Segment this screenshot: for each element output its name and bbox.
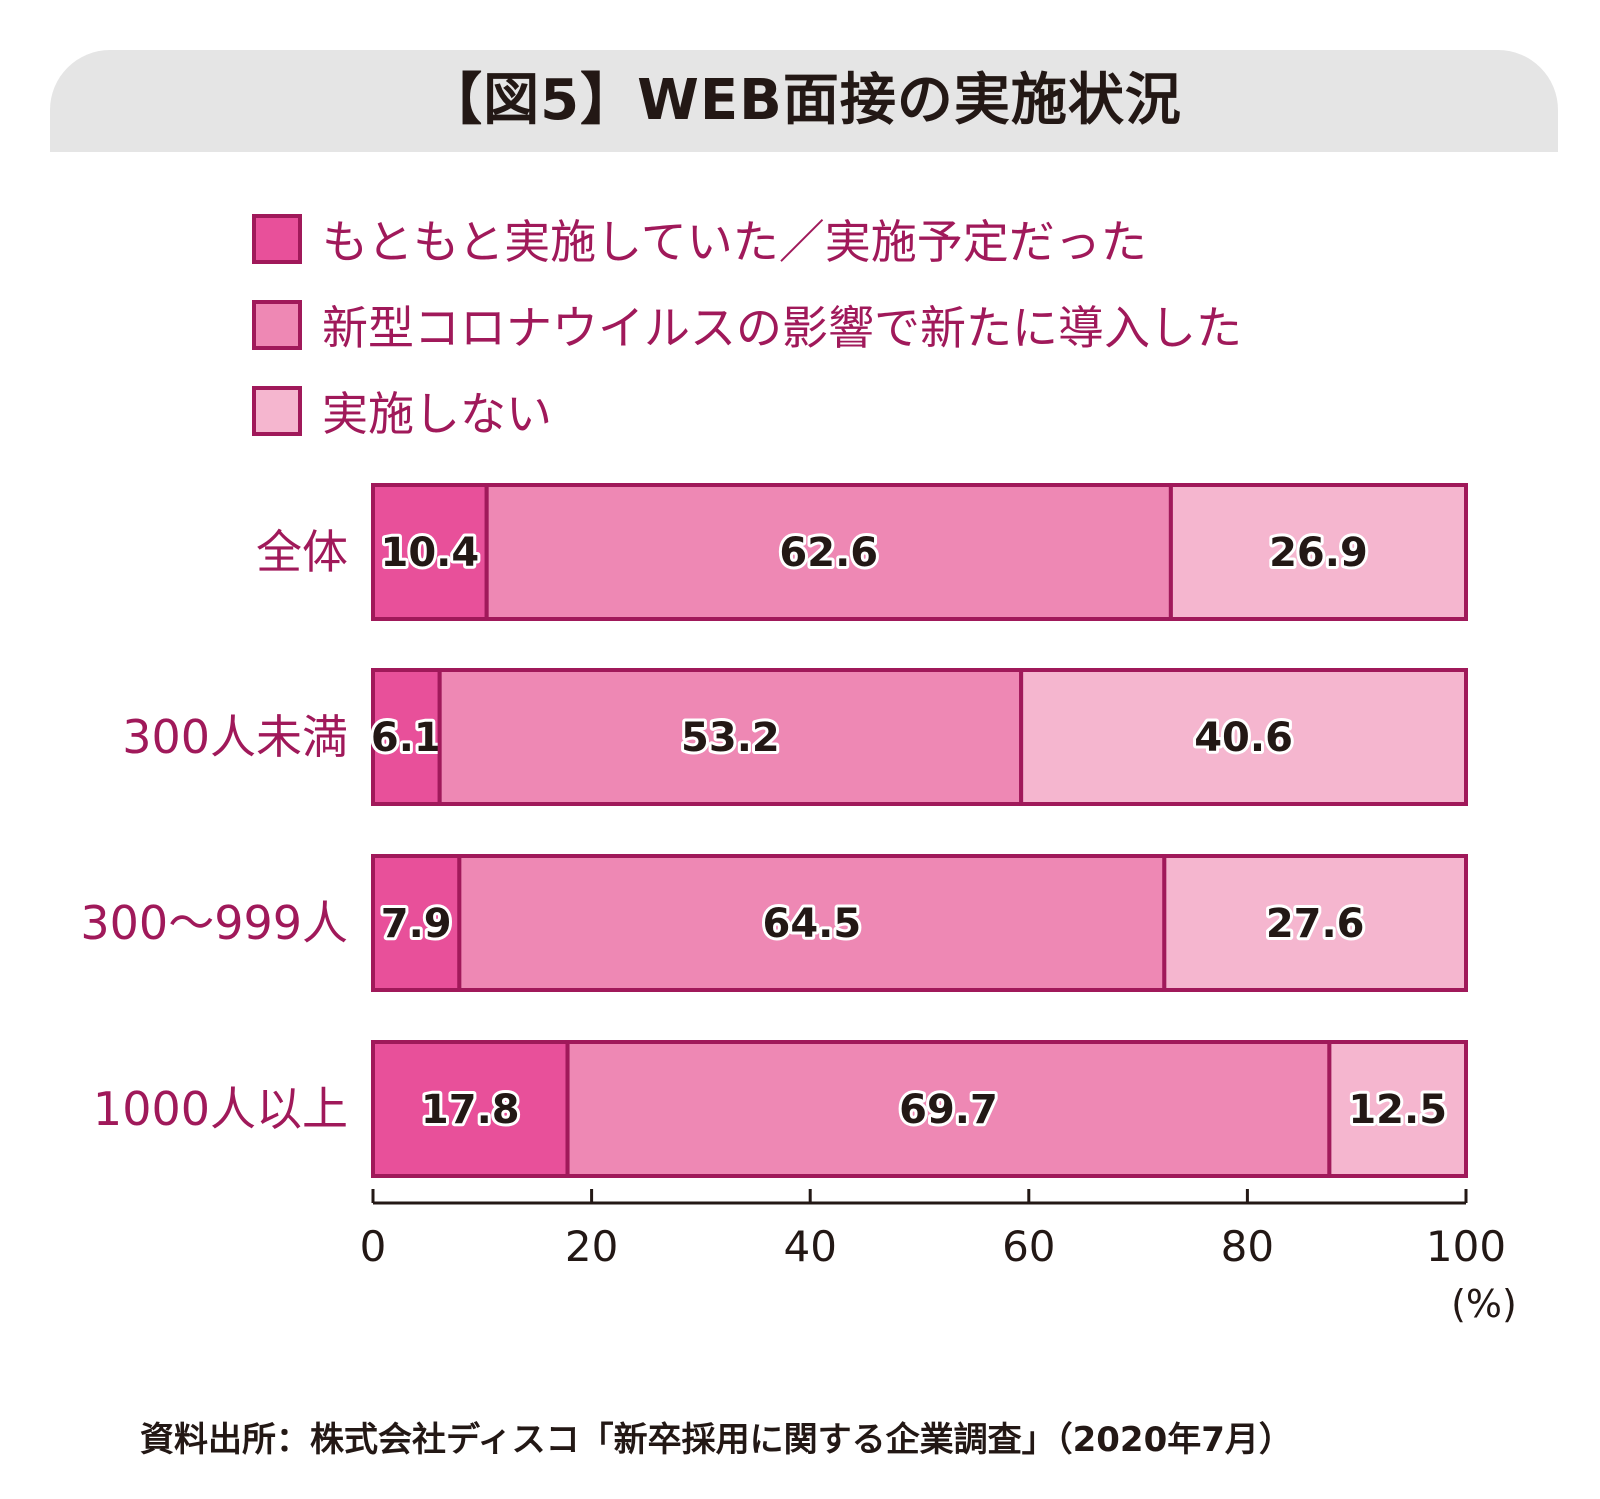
stacked-bar-chart: 全体 10.4 62.6 26.9 300人未満 6.1 53.2 40.6 300～999人 7… <box>80 483 1517 1326</box>
legend-swatch-existing <box>252 214 302 264</box>
x-axis-unit: (%) <box>1451 1282 1517 1326</box>
data-label: 6.1 <box>371 715 442 761</box>
bar-segment <box>1019 668 1468 806</box>
source-note: 資料出所：株式会社ディスコ「新卒採用に関する企業調査」（2020年7月） <box>140 1420 1293 1460</box>
bar-segment <box>1162 854 1469 992</box>
bar-segment <box>484 483 1173 621</box>
data-label: 64.5 <box>762 901 861 947</box>
data-label: 62.6 <box>779 530 878 576</box>
bar-segment <box>371 483 489 621</box>
legend-label-none: 実施しない <box>322 387 552 441</box>
bar-segment <box>1168 483 1468 621</box>
legend-swatch-none <box>252 386 302 436</box>
category-label: 全体 <box>256 525 348 579</box>
bar-segment <box>371 854 462 992</box>
x-tick-label: 60 <box>1002 1222 1055 1271</box>
x-tick-label: 100 <box>1426 1222 1506 1271</box>
data-label: 40.6 <box>1194 715 1293 761</box>
data-label: 17.8 <box>421 1087 520 1133</box>
legend-label-new: 新型コロナウイルスの影響で新たに導入した <box>322 301 1242 355</box>
x-tick-label: 80 <box>1221 1222 1274 1271</box>
x-tick-label: 20 <box>565 1222 618 1271</box>
title-band: 【図5】WEB面接の実施状況 <box>50 50 1558 152</box>
data-label: 53.2 <box>681 715 780 761</box>
category-label: 300人未満 <box>122 710 348 764</box>
data-label: 10.4 <box>380 530 479 576</box>
x-tick-label: 40 <box>783 1222 836 1271</box>
data-label: 7.9 <box>381 901 452 947</box>
chart-title: 【図5】WEB面接の実施状況 <box>426 68 1182 133</box>
data-label: 12.5 <box>1348 1087 1447 1133</box>
legend-item-none: 実施しない <box>252 368 1242 454</box>
category-label: 300～999人 <box>80 896 348 950</box>
x-tick-label: 0 <box>360 1222 387 1271</box>
category-label: 1000人以上 <box>93 1082 348 1136</box>
data-label: 27.6 <box>1266 901 1365 947</box>
legend-swatch-new <box>252 300 302 350</box>
bar-segment <box>457 854 1167 992</box>
bar-segment <box>371 1040 570 1178</box>
data-label: 26.9 <box>1269 530 1368 576</box>
legend: もともと実施していた／実施予定だった 新型コロナウイルスの影響で新たに導入した … <box>252 196 1242 454</box>
legend-item-existing: もともと実施していた／実施予定だった <box>252 196 1242 282</box>
legend-label-existing: もともと実施していた／実施予定だった <box>322 215 1147 269</box>
bar-segment <box>1327 1040 1468 1178</box>
bar-segment <box>437 668 1024 806</box>
data-label: 69.7 <box>899 1087 998 1133</box>
legend-item-new: 新型コロナウイルスの影響で新たに導入した <box>252 282 1242 368</box>
